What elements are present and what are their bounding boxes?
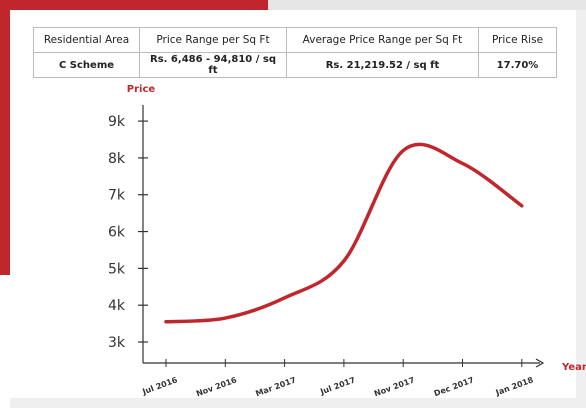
accent-bar xyxy=(576,10,586,408)
y-axis-label: Price xyxy=(127,84,156,95)
line xyxy=(164,142,524,324)
y-tick-label: 7k xyxy=(108,188,126,204)
table-header: Residential Area Price Range per Sq Ft A… xyxy=(33,27,557,53)
header-cell: Average Price Range per Sq Ft xyxy=(286,27,479,53)
x-tick-label: Mar 2017 xyxy=(254,375,297,398)
accent-bar xyxy=(268,0,586,10)
x-axis-label: Years xyxy=(561,362,586,373)
y-tick-label: 6k xyxy=(108,225,126,241)
x-axis-arrow xyxy=(535,358,545,368)
x-tick-label: Nov 2017 xyxy=(373,375,416,398)
accent-bar xyxy=(0,0,268,10)
x-tick-label: Jan 2018 xyxy=(494,375,535,397)
y-tick-label: 3k xyxy=(108,335,126,351)
y-tick-label: 5k xyxy=(108,261,126,277)
y-tick-label: 8k xyxy=(108,151,126,167)
x-tick-label: Dec 2017 xyxy=(433,375,475,398)
table-row: C Scheme Rs. 6,486 - 94,810 / sq ft Rs. … xyxy=(33,52,557,78)
y-tick-label: 9k xyxy=(108,114,126,130)
x-tick-label: Jul 2016 xyxy=(140,375,179,396)
cell: Rs. 6,486 - 94,810 / sq ft xyxy=(139,52,287,78)
x-tick-label: Nov 2016 xyxy=(195,375,238,398)
accent-bar xyxy=(10,398,576,408)
price-table: Residential Area Price Range per Sq Ft A… xyxy=(33,27,557,78)
x-tick-label: Jul 2017 xyxy=(318,375,356,396)
accent-bar xyxy=(0,0,10,275)
header-cell: Price Rise xyxy=(478,27,557,53)
header-cell: Price Range per Sq Ft xyxy=(139,27,287,53)
header-cell: Residential Area xyxy=(33,27,140,53)
y-tick-label: 4k xyxy=(108,298,126,314)
cell: 17.70% xyxy=(478,52,557,78)
cell: C Scheme xyxy=(33,52,140,78)
cell: Rs. 21,219.52 / sq ft xyxy=(286,52,479,78)
